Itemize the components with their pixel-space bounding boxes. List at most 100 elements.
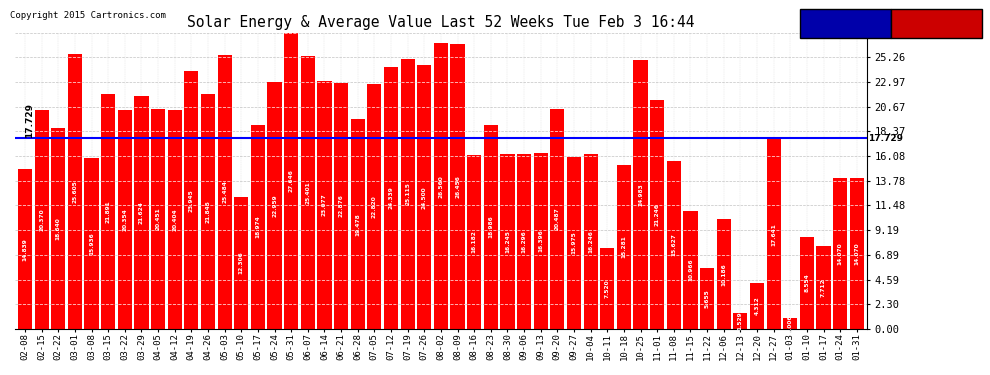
Text: 16.296: 16.296: [522, 230, 527, 253]
Text: 16.182: 16.182: [471, 231, 476, 254]
Text: 14.839: 14.839: [23, 238, 28, 261]
Bar: [284, 32, 298, 329]
Text: 22.820: 22.820: [372, 195, 377, 217]
Text: 20.354: 20.354: [123, 208, 128, 231]
Text: 12.306: 12.306: [239, 251, 244, 274]
Text: 24.983: 24.983: [638, 183, 644, 206]
Bar: [450, 44, 464, 329]
Bar: [367, 84, 381, 329]
Text: 26.560: 26.560: [439, 175, 444, 198]
Text: Average  ($): Average ($): [813, 19, 878, 28]
Bar: [783, 318, 797, 329]
Text: 16.246: 16.246: [588, 230, 593, 253]
Bar: [218, 55, 232, 329]
Bar: [550, 109, 564, 329]
Bar: [484, 125, 498, 329]
Bar: [467, 155, 481, 329]
Text: Daily   ($): Daily ($): [907, 19, 966, 28]
Bar: [434, 43, 448, 329]
Bar: [834, 178, 847, 329]
Bar: [417, 66, 432, 329]
Bar: [250, 125, 265, 329]
Text: 7.520: 7.520: [605, 279, 610, 298]
Bar: [18, 170, 32, 329]
Bar: [118, 110, 132, 329]
Text: 1.006: 1.006: [788, 314, 793, 333]
Text: 21.624: 21.624: [139, 201, 144, 224]
Text: 1.529: 1.529: [738, 311, 742, 330]
Text: 19.478: 19.478: [355, 213, 360, 236]
Text: 20.370: 20.370: [40, 208, 45, 231]
Bar: [683, 211, 698, 329]
Bar: [318, 81, 332, 329]
Text: 23.077: 23.077: [322, 194, 327, 216]
Bar: [717, 219, 731, 329]
Bar: [101, 93, 115, 329]
Text: 22.876: 22.876: [339, 195, 344, 217]
Text: 20.487: 20.487: [554, 207, 560, 230]
Bar: [267, 82, 281, 329]
Text: 14.070: 14.070: [854, 242, 859, 265]
Bar: [334, 83, 348, 329]
Text: 27.646: 27.646: [289, 169, 294, 192]
Bar: [617, 165, 631, 329]
Bar: [384, 67, 398, 329]
Text: 20.451: 20.451: [155, 208, 160, 230]
Text: 23.945: 23.945: [189, 189, 194, 211]
Bar: [401, 59, 415, 329]
Text: 17.641: 17.641: [771, 223, 776, 246]
Text: 7.712: 7.712: [821, 278, 826, 297]
Bar: [700, 268, 714, 329]
Text: 16.396: 16.396: [539, 230, 544, 252]
Bar: [849, 178, 864, 329]
Title: Solar Energy & Average Value Last 52 Weeks Tue Feb 3 16:44: Solar Energy & Average Value Last 52 Wee…: [187, 15, 695, 30]
Text: 25.484: 25.484: [222, 180, 227, 203]
Text: Copyright 2015 Cartronics.com: Copyright 2015 Cartronics.com: [10, 11, 165, 20]
Bar: [583, 154, 598, 329]
Text: 17.729: 17.729: [868, 134, 904, 143]
Text: 16.245: 16.245: [505, 230, 510, 253]
Text: 20.404: 20.404: [172, 208, 177, 231]
Bar: [151, 109, 165, 329]
Text: 15.627: 15.627: [671, 234, 676, 256]
Text: 25.115: 25.115: [405, 183, 410, 206]
Text: 17.729: 17.729: [25, 103, 34, 138]
Bar: [35, 110, 49, 329]
Bar: [167, 110, 182, 329]
Text: 21.891: 21.891: [106, 200, 111, 223]
Bar: [750, 283, 764, 329]
Bar: [84, 158, 99, 329]
Text: 15.281: 15.281: [622, 236, 627, 258]
Bar: [350, 120, 364, 329]
Text: 25.401: 25.401: [305, 181, 310, 204]
Text: 10.966: 10.966: [688, 259, 693, 281]
Text: 18.640: 18.640: [55, 217, 60, 240]
Bar: [650, 100, 664, 329]
Bar: [235, 196, 248, 329]
Text: 18.974: 18.974: [255, 216, 260, 238]
Bar: [201, 94, 215, 329]
Bar: [534, 153, 547, 329]
Bar: [135, 96, 148, 329]
Text: 10.186: 10.186: [722, 263, 727, 285]
Bar: [766, 139, 781, 329]
Bar: [666, 161, 681, 329]
Text: 24.339: 24.339: [388, 187, 393, 210]
Bar: [634, 60, 647, 329]
Text: 24.500: 24.500: [422, 186, 427, 209]
Text: 8.554: 8.554: [805, 274, 810, 292]
Bar: [800, 237, 814, 329]
Bar: [184, 71, 198, 329]
Bar: [500, 154, 515, 329]
Bar: [68, 54, 82, 329]
Bar: [51, 129, 65, 329]
Text: 15.936: 15.936: [89, 232, 94, 255]
Bar: [567, 157, 581, 329]
Bar: [600, 248, 615, 329]
Text: 15.975: 15.975: [571, 232, 576, 254]
Text: 21.246: 21.246: [654, 203, 659, 226]
Bar: [517, 154, 532, 329]
Text: 5.655: 5.655: [705, 289, 710, 308]
Text: 22.959: 22.959: [272, 194, 277, 217]
Bar: [817, 246, 831, 329]
